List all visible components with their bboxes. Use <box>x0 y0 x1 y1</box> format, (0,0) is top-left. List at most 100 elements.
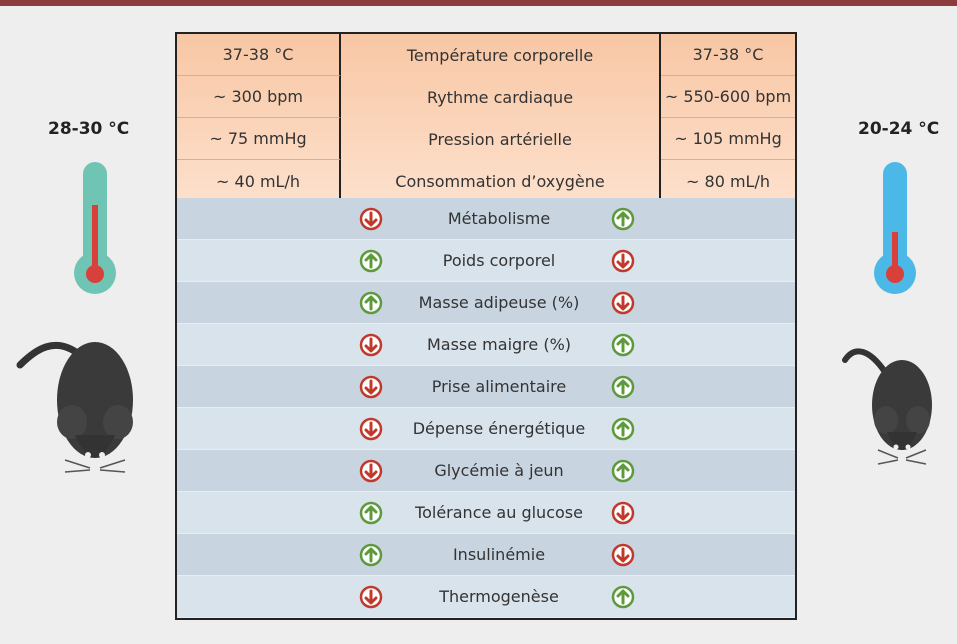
row: Métabolisme <box>177 198 795 240</box>
arrow-icon <box>611 417 635 441</box>
mouse-eye <box>894 445 899 450</box>
arrow-down <box>611 501 635 525</box>
mouse-eye <box>906 445 911 450</box>
row: Prise alimentaire <box>177 366 795 408</box>
cell: ~ 75 mmHg <box>177 118 341 160</box>
mouse-ear <box>874 406 898 434</box>
right-illustration <box>800 150 957 500</box>
row: Glycémie à jeun <box>177 450 795 492</box>
right-temperature: 20-24 °C <box>858 119 939 139</box>
row: Masse adipeuse (%) <box>177 282 795 324</box>
arrow-icon <box>611 291 635 315</box>
arrow-icon <box>611 249 635 273</box>
arrow-down <box>611 249 635 273</box>
arrow-icon <box>611 543 635 567</box>
top-bar <box>0 0 957 6</box>
arrow-icon <box>359 375 383 399</box>
arrow-up <box>359 249 383 273</box>
arrow-down <box>359 375 383 399</box>
arrow-up <box>611 333 635 357</box>
arrow-up <box>611 375 635 399</box>
arrow-up <box>359 501 383 525</box>
mouse-eye <box>99 452 105 458</box>
arrow-icon <box>611 375 635 399</box>
cell: Rythme cardiaque <box>341 76 661 118</box>
arrow-down <box>359 333 383 357</box>
thermometer-dot <box>886 265 904 283</box>
row-label: Prise alimentaire <box>389 366 609 407</box>
arrow-down <box>359 585 383 609</box>
row-label: Poids corporel <box>389 240 609 281</box>
arrow-icon <box>359 543 383 567</box>
arrow-icon <box>611 585 635 609</box>
arrow-up <box>611 417 635 441</box>
tail <box>845 351 885 372</box>
whiskers <box>878 450 926 464</box>
arrow-up <box>359 543 383 567</box>
cell: 37-38 °C <box>177 34 341 76</box>
mouse-head <box>887 432 917 450</box>
row: Insulinémie <box>177 534 795 576</box>
cell: ~ 105 mmHg <box>661 118 795 160</box>
mouse-ear <box>57 405 87 439</box>
row-label: Glycémie à jeun <box>389 450 609 491</box>
cell: ~ 40 mL/h <box>177 160 341 202</box>
row: Poids corporel <box>177 240 795 282</box>
arrow-down <box>611 291 635 315</box>
row: Tolérance au glucose <box>177 492 795 534</box>
arrow-icon <box>611 501 635 525</box>
arrow-icon <box>359 459 383 483</box>
cell: Température corporelle <box>341 34 661 76</box>
whiskers <box>65 460 125 472</box>
arrow-icon <box>359 291 383 315</box>
cell: ~ 550-600 bpm <box>661 76 795 118</box>
row-label: Masse maigre (%) <box>389 324 609 365</box>
arrow-icon <box>611 459 635 483</box>
left-temperature: 28-30 °C <box>48 119 129 139</box>
row: Dépense énergétique <box>177 408 795 450</box>
mouse-eye <box>85 452 91 458</box>
row: Thermogenèse <box>177 576 795 618</box>
row-label: Métabolisme <box>389 198 609 239</box>
page: 28-30 °C 20-24 °C 37-38 °CTempérature co… <box>0 0 957 644</box>
arrow-icon <box>359 501 383 525</box>
arrow-icon <box>359 207 383 231</box>
mouse-ear <box>103 405 133 439</box>
thermometer-level <box>92 205 98 275</box>
bottom-table: Métabolisme Poids corporel Masse adipeus… <box>175 198 797 620</box>
arrow-up <box>611 207 635 231</box>
arrow-down <box>359 459 383 483</box>
row: Masse maigre (%) <box>177 324 795 366</box>
arrow-icon <box>611 207 635 231</box>
thermometer-dot <box>86 265 104 283</box>
arrow-icon <box>611 333 635 357</box>
row-label: Insulinémie <box>389 534 609 575</box>
arrow-icon <box>359 417 383 441</box>
row-label: Thermogenèse <box>389 576 609 617</box>
arrow-icon <box>359 249 383 273</box>
mouse-head <box>75 435 115 458</box>
cell: ~ 300 bpm <box>177 76 341 118</box>
cell: 37-38 °C <box>661 34 795 76</box>
arrow-up <box>359 291 383 315</box>
arrow-down <box>359 417 383 441</box>
row-label: Dépense énergétique <box>389 408 609 449</box>
arrow-up <box>611 585 635 609</box>
cell: ~ 80 mL/h <box>661 160 795 202</box>
mouse-ear <box>906 406 930 434</box>
left-illustration <box>0 150 180 500</box>
row-label: Masse adipeuse (%) <box>389 282 609 323</box>
arrow-icon <box>359 333 383 357</box>
cell: Pression artérielle <box>341 118 661 160</box>
row-label: Tolérance au glucose <box>389 492 609 533</box>
arrow-up <box>611 459 635 483</box>
arrow-down <box>359 207 383 231</box>
arrow-down <box>611 543 635 567</box>
arrow-icon <box>359 585 383 609</box>
cell: Consommation d’oxygène <box>341 160 661 202</box>
